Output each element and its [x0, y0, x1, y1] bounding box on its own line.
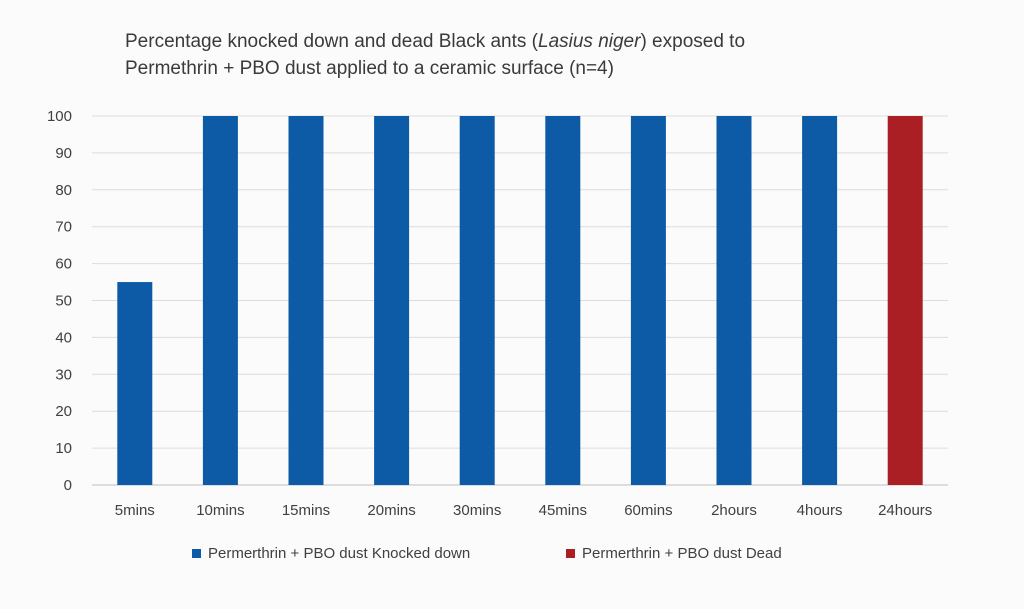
- bar-20mins-series-0: [374, 116, 410, 485]
- bar-30mins-series-0: [459, 116, 495, 485]
- x-tick-label: 15mins: [282, 502, 330, 519]
- bar-15mins-series-0: [288, 116, 324, 485]
- chart-legend: Permerthrin + PBO dust Knocked down Perme…: [0, 545, 1024, 569]
- bar-4hours-series-0: [802, 116, 838, 485]
- x-tick-label: 30mins: [453, 502, 501, 519]
- x-tick-label: 4hours: [797, 502, 843, 519]
- x-tick-label: 60mins: [624, 502, 672, 519]
- x-tick-label: 45mins: [539, 502, 587, 519]
- y-tick-label: 80: [55, 182, 72, 199]
- legend-item: Permerthrin + PBO dust Knocked down: [192, 545, 470, 562]
- bar-10mins-series-0: [202, 116, 238, 485]
- legend-swatch: [192, 549, 201, 558]
- bar-2hours-series-0: [716, 116, 752, 485]
- y-tick-label: 90: [55, 145, 72, 162]
- legend-item: Permerthrin + PBO dust Dead: [566, 545, 782, 562]
- title-species: Lasius niger: [538, 31, 641, 52]
- y-tick-label: 70: [55, 219, 72, 236]
- y-tick-label: 100: [47, 108, 72, 125]
- y-tick-label: 20: [55, 403, 72, 420]
- y-tick-label: 0: [64, 477, 72, 494]
- chart-title: Percentage knocked down and dead Black a…: [125, 28, 885, 82]
- x-tick-label: 2hours: [711, 502, 757, 519]
- y-tick-label: 10: [55, 440, 72, 457]
- x-tick-label: 20mins: [367, 502, 415, 519]
- title-line1-prefix: Percentage knocked down and dead Black a…: [125, 31, 538, 52]
- bar-45mins-series-0: [545, 116, 581, 485]
- y-tick-label: 50: [55, 293, 72, 310]
- bar-5mins-series-0: [117, 282, 153, 485]
- x-tick-label: 10mins: [196, 502, 244, 519]
- legend-label: Permerthrin + PBO dust Knocked down: [208, 545, 471, 562]
- x-tick-label: 5mins: [115, 502, 155, 519]
- title-line2: Permethrin + PBO dust applied to a ceram…: [125, 58, 614, 79]
- legend-swatch: [566, 549, 575, 558]
- legend-label: Permerthrin + PBO dust Dead: [582, 545, 782, 562]
- title-line1-suffix: ) exposed to: [640, 31, 746, 52]
- bar-60mins-series-0: [630, 116, 666, 485]
- bar-24hours-series-1: [887, 116, 923, 485]
- x-tick-label: 24hours: [878, 502, 932, 519]
- y-tick-label: 60: [55, 256, 72, 273]
- y-tick-label: 30: [55, 366, 72, 383]
- y-tick-label: 40: [55, 329, 72, 346]
